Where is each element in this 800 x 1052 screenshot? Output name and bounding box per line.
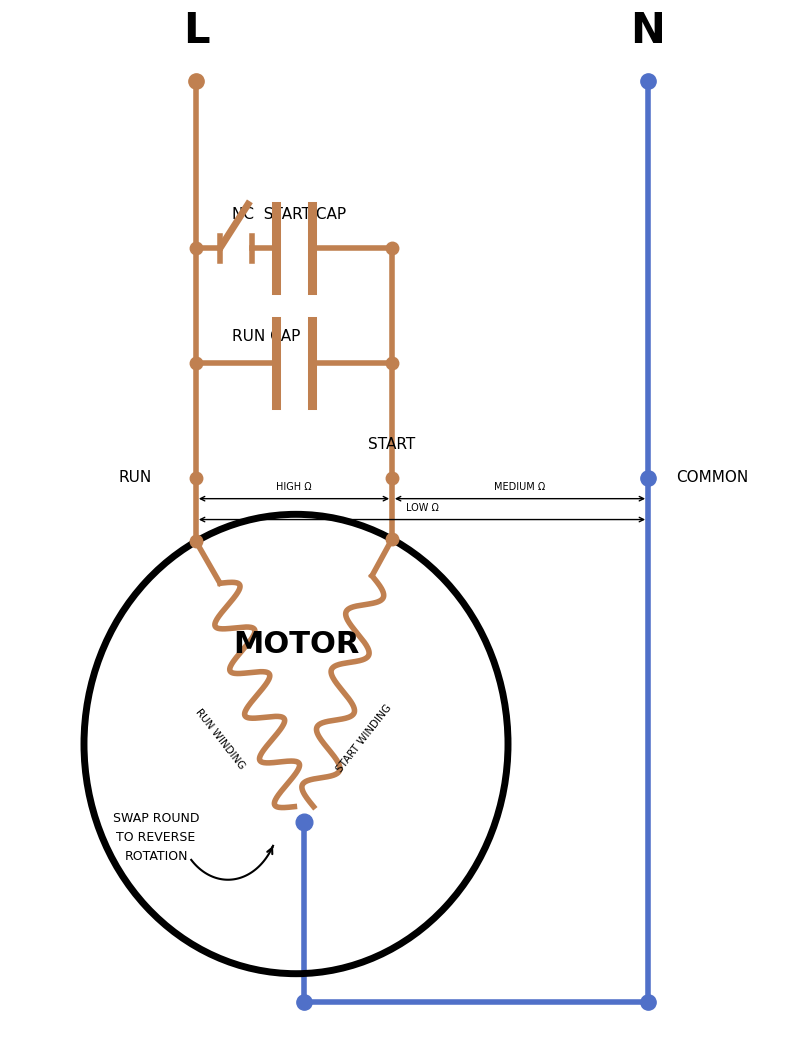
Text: MEDIUM Ω: MEDIUM Ω xyxy=(494,483,546,492)
Text: RUN WINDING: RUN WINDING xyxy=(194,707,246,771)
Text: HIGH Ω: HIGH Ω xyxy=(276,483,312,492)
Text: N: N xyxy=(630,9,666,52)
Text: LOW Ω: LOW Ω xyxy=(406,503,438,513)
Text: RUN: RUN xyxy=(118,470,152,485)
Text: NC  START CAP: NC START CAP xyxy=(232,207,346,222)
Text: START: START xyxy=(368,437,416,451)
Text: L: L xyxy=(182,9,210,52)
Text: MOTOR: MOTOR xyxy=(233,630,359,660)
Text: SWAP ROUND
TO REVERSE
ROTATION: SWAP ROUND TO REVERSE ROTATION xyxy=(113,812,199,864)
Text: START WINDING: START WINDING xyxy=(334,703,394,774)
Text: RUN CAP: RUN CAP xyxy=(232,329,300,344)
Text: COMMON: COMMON xyxy=(676,470,748,485)
